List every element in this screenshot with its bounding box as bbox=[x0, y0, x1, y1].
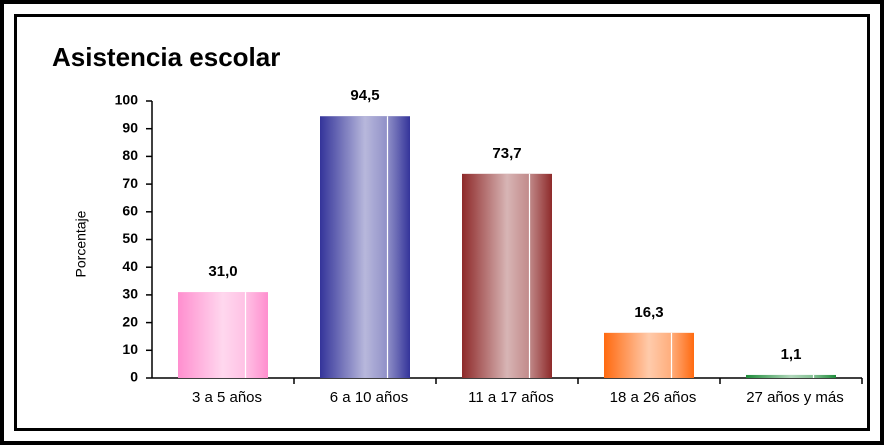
y-tick-label: 10 bbox=[122, 341, 138, 357]
y-tick-label: 50 bbox=[122, 230, 138, 246]
y-tick-label: 70 bbox=[122, 175, 138, 191]
data-label: 31,0 bbox=[208, 263, 237, 280]
y-tick-label: 20 bbox=[122, 313, 138, 329]
x-tick-label: 11 a 17 años bbox=[468, 389, 554, 406]
x-tick-label: 6 a 10 años bbox=[329, 389, 409, 406]
y-tick-label: 40 bbox=[122, 258, 138, 274]
x-tick-label: 3 a 5 años bbox=[191, 389, 263, 406]
y-tick-label: 100 bbox=[115, 92, 139, 108]
data-label: 1,1 bbox=[781, 346, 802, 363]
y-tick-label: 30 bbox=[122, 286, 138, 302]
y-tick-label: 90 bbox=[122, 119, 138, 135]
chart-frame bbox=[14, 14, 870, 431]
bar-shine bbox=[178, 292, 268, 378]
data-label: 94,5 bbox=[350, 87, 379, 104]
y-tick-label: 60 bbox=[122, 203, 138, 219]
y-tick-label: 80 bbox=[122, 147, 138, 163]
y-axis-label: Porcentaje bbox=[73, 210, 89, 277]
bar-shine bbox=[604, 332, 694, 378]
bar-shine bbox=[320, 116, 410, 379]
x-tick-label: 18 a 26 años bbox=[609, 389, 697, 406]
data-label: 16,3 bbox=[634, 304, 663, 321]
chart: Asistencia escolar Porcentaje 0 10 20 30 40 5… bbox=[52, 42, 863, 385]
x-tick-label: 27 años y más bbox=[746, 389, 844, 406]
y-tick-label: 0 bbox=[130, 369, 138, 385]
chart-title: Asistencia escolar bbox=[52, 42, 280, 72]
bar-shine bbox=[462, 173, 552, 378]
data-label: 73,7 bbox=[492, 145, 521, 162]
bar-shine bbox=[746, 374, 836, 378]
